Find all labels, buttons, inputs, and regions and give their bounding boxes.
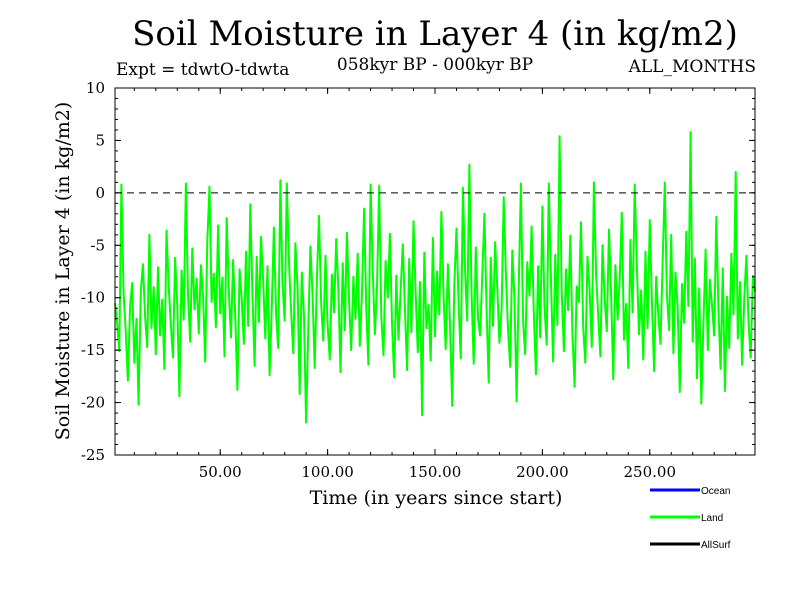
series-layer: [114, 131, 756, 424]
experiment-label: Expt = tdwtO-tdwta: [116, 60, 290, 80]
legend-label-land: Land: [701, 513, 723, 524]
y-axis-label: Soil Moisture in Layer 4 (in kg/m2): [52, 102, 74, 441]
y-tick-label: -15: [81, 341, 105, 359]
x-tick-label: 200.00: [516, 463, 569, 481]
y-tick-label: -20: [81, 394, 105, 412]
chart-title: Soil Moisture in Layer 4 (in kg/m2): [132, 14, 738, 54]
y-tick-label: 0: [95, 184, 105, 202]
x-axis-label: Time (in years since start): [310, 487, 563, 509]
x-tick-label: 100.00: [301, 463, 354, 481]
legend: Ocean Land AllSurf: [650, 486, 731, 551]
legend-label-ocean: Ocean: [701, 486, 730, 497]
y-tick-label: 10: [86, 79, 105, 97]
season-label: ALL_MONTHS: [628, 57, 756, 77]
series-line-land: [114, 131, 756, 424]
ticks-layer: -25 -20 -15 -10 -5 0 5 10 50.00 100.00 150.00 200.0…: [81, 79, 755, 481]
y-tick-label: -25: [81, 446, 105, 464]
legend-label-allsurf: AllSurf: [701, 540, 731, 551]
x-tick-label: 150.00: [409, 463, 462, 481]
period-label: 058kyr BP - 000kyr BP: [336, 55, 534, 75]
x-tick-label: 50.00: [199, 463, 242, 481]
x-tick-label: 250.00: [624, 463, 677, 481]
y-tick-label: -5: [90, 236, 105, 254]
y-tick-label: 5: [95, 131, 105, 149]
y-tick-label: -10: [81, 289, 105, 307]
